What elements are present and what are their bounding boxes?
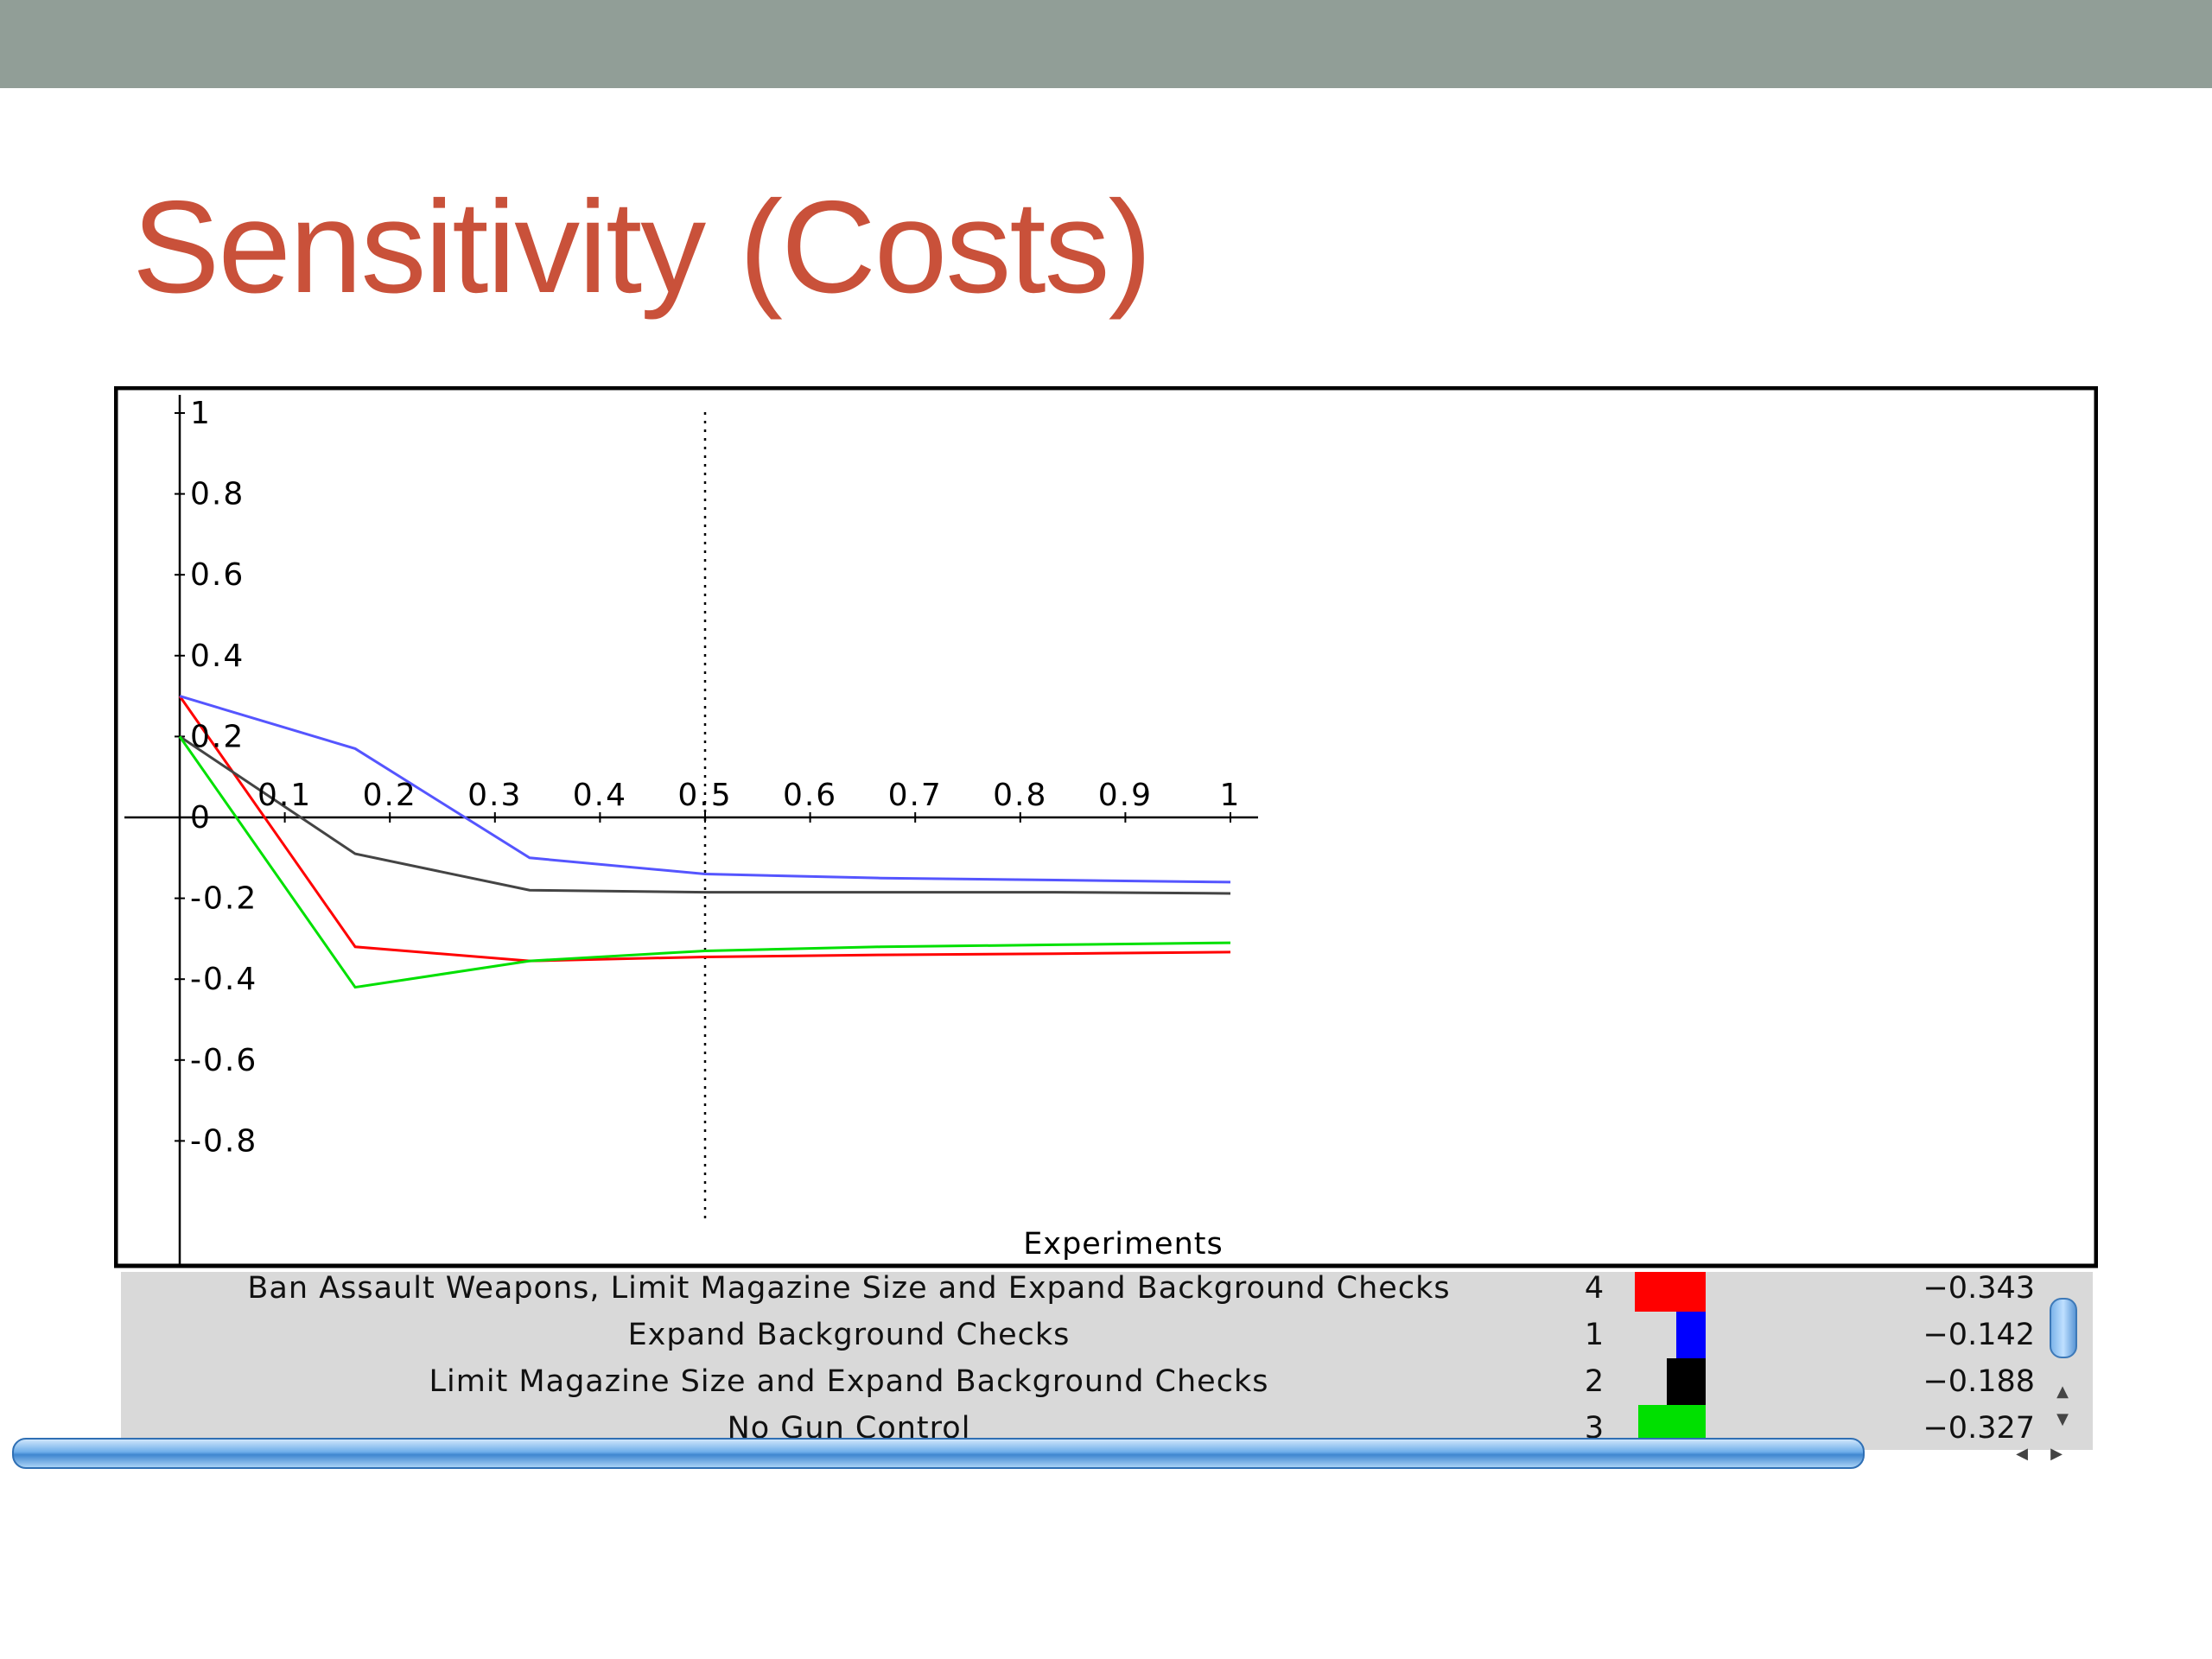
x-axis-label: Experiments <box>1023 1227 1223 1262</box>
x-tick-label: 0.2 <box>363 778 417 813</box>
legend-row-swatch <box>1676 1312 1706 1358</box>
x-tick-label: 0.6 <box>783 778 837 813</box>
horizontal-scroll-thumb[interactable] <box>12 1438 1865 1469</box>
y-tick-label: 0 <box>190 800 212 836</box>
x-tick-label: 0.3 <box>467 778 522 813</box>
legend-row-swatch <box>1667 1358 1706 1405</box>
scroll-right-icon[interactable]: ▶ <box>2050 1445 2063 1462</box>
y-tick-label: -0.4 <box>190 962 257 997</box>
legend-row-name: Ban Assault Weapons, Limit Magazine Size… <box>247 1272 1451 1306</box>
y-tick-label: 0.8 <box>190 477 245 512</box>
vertical-scrollbar[interactable]: ▲ ▼ <box>2041 1279 2084 1434</box>
series-line-1 <box>178 695 1231 963</box>
x-tick-label: 0.9 <box>1098 778 1153 813</box>
legend-row-swatch <box>1635 1272 1706 1312</box>
horizontal-scroll-arrows: ◀ ▶ <box>2005 1438 2082 1469</box>
x-tick-label: 0.4 <box>573 778 627 813</box>
legend-row[interactable]: Ban Assault Weapons, Limit Magazine Size… <box>121 1272 2035 1312</box>
scroll-up-icon[interactable]: ▲ <box>2056 1382 2069 1401</box>
y-tick-label: -0.8 <box>190 1123 257 1159</box>
legend-row-value: −0.142 <box>1923 1318 2035 1352</box>
legend-row-number: 4 <box>1584 1272 1605 1306</box>
legend-row[interactable]: Limit Magazine Size and Expand Backgroun… <box>121 1358 2035 1405</box>
legend-row-value: −0.343 <box>1923 1272 2035 1306</box>
vertical-scroll-thumb[interactable] <box>2050 1298 2077 1358</box>
x-tick-label: 0.1 <box>257 778 312 813</box>
legend-row-name: Expand Background Checks <box>627 1318 1071 1352</box>
legend-table: Ban Assault Weapons, Limit Magazine Size… <box>121 1272 2093 1450</box>
x-tick-label: 0.8 <box>993 778 1047 813</box>
horizontal-scrollbar[interactable] <box>12 1438 1870 1469</box>
y-tick-label: 1 <box>190 396 212 431</box>
y-tick-label: -0.6 <box>190 1043 257 1078</box>
x-tick-label: 0.7 <box>888 778 943 813</box>
y-tick-label: 0.2 <box>190 719 245 754</box>
series-line-2 <box>179 695 1231 884</box>
scroll-left-icon[interactable]: ◀ <box>2016 1445 2028 1462</box>
x-tick-label: 1 <box>1220 778 1242 813</box>
series-line-4 <box>178 735 1231 989</box>
x-tick-label: 0.5 <box>677 778 732 813</box>
legend-row-value: −0.188 <box>1923 1364 2035 1399</box>
series-line-3 <box>179 735 1231 895</box>
slide-title: Sensitivity (Costs) <box>132 174 1152 321</box>
scroll-down-icon[interactable]: ▼ <box>2056 1410 2069 1428</box>
y-tick-label: 0.4 <box>190 639 245 674</box>
y-tick-label: 0.6 <box>190 557 245 593</box>
sensitivity-chart: 0.1 0.2 0.3 0.4 0.5 0.6 0.7 0.8 0.9 1 1 0.8 0.6 0.4 0.… <box>114 386 2098 1268</box>
legend-row-number: 2 <box>1584 1364 1605 1399</box>
y-tick-label: -0.2 <box>190 881 257 917</box>
legend-row-number: 3 <box>1584 1411 1605 1446</box>
plot-frame <box>114 386 2098 1268</box>
legend-row-value: −0.327 <box>1923 1411 2035 1446</box>
legend-row-name: Limit Magazine Size and Expand Backgroun… <box>429 1364 1269 1399</box>
legend-row[interactable]: Expand Background Checks 1 −0.142 <box>121 1312 2035 1358</box>
slide-header-bar <box>0 0 2212 88</box>
legend-row-number: 1 <box>1584 1318 1605 1352</box>
